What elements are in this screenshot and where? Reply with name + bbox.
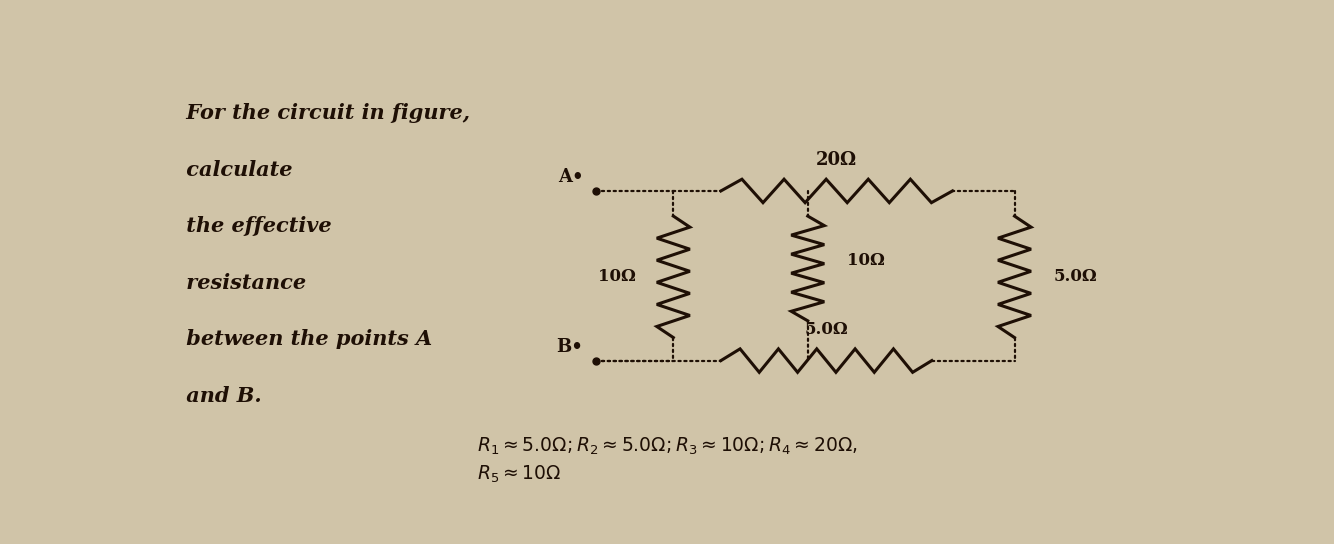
Text: 5.0Ω: 5.0Ω	[1054, 268, 1098, 285]
Text: 10Ω: 10Ω	[847, 251, 884, 269]
Text: calculate: calculate	[179, 159, 292, 180]
Text: 5.0Ω: 5.0Ω	[804, 320, 848, 338]
Text: the effective: the effective	[179, 216, 332, 236]
Text: resistance: resistance	[179, 273, 307, 293]
Text: and B.: and B.	[179, 386, 261, 406]
Text: $R_1\approx5.0\Omega;R_2\approx5.0\Omega;R_3\approx10\Omega;R_4\approx20\Omega,$: $R_1\approx5.0\Omega;R_2\approx5.0\Omega…	[478, 436, 858, 458]
Text: B•: B•	[556, 338, 583, 356]
Text: 20Ω: 20Ω	[816, 151, 858, 169]
Text: $R_5\approx10\Omega$: $R_5\approx10\Omega$	[478, 464, 562, 485]
Text: For the circuit in figure,: For the circuit in figure,	[179, 103, 470, 123]
Text: A•: A•	[558, 168, 583, 186]
Text: 10Ω: 10Ω	[598, 268, 635, 285]
Text: between the points A: between the points A	[179, 329, 432, 349]
